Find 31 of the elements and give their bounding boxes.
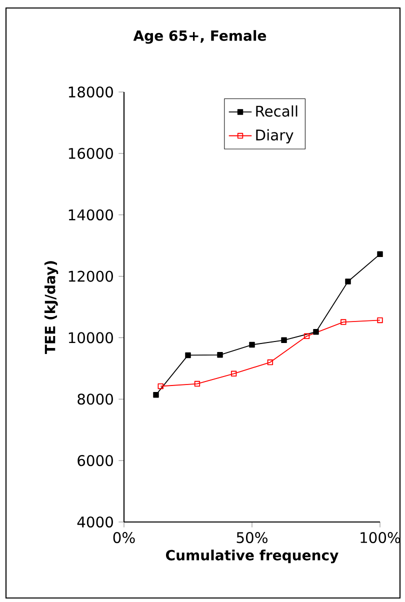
point [267,359,273,366]
legend-label: Recall [256,105,297,117]
y-tick-label: 14000 [68,209,113,220]
point [376,251,383,258]
x-tick-label: 100% [360,532,400,544]
x-tick-label: 0% [113,532,135,544]
point [194,380,200,387]
point [312,329,319,335]
y-tick-label: 6000 [77,455,113,466]
y-tick-label: 4000 [77,516,113,528]
y-tick-label: 12000 [68,270,113,282]
y-tick-label: 18000 [68,86,113,98]
y-tick-label: 16000 [68,148,113,159]
point [216,352,223,358]
legend-label: Diary [256,129,294,144]
x-tick-label: 50% [236,532,268,544]
point [158,383,164,390]
y-tick-label: 10000 [68,332,113,344]
point [376,317,383,324]
y-axis-title: TEE (kJ/day) [44,261,58,354]
point [248,342,255,348]
point [304,333,310,340]
point [184,352,191,358]
point [152,392,159,398]
point [230,370,236,377]
point [340,319,346,325]
point [344,278,351,284]
point [280,337,287,344]
chart-title: Age 65+, Female [133,30,266,44]
x-axis-title: Cumulative frequency [166,550,338,564]
y-tick-label: 8000 [77,394,113,405]
